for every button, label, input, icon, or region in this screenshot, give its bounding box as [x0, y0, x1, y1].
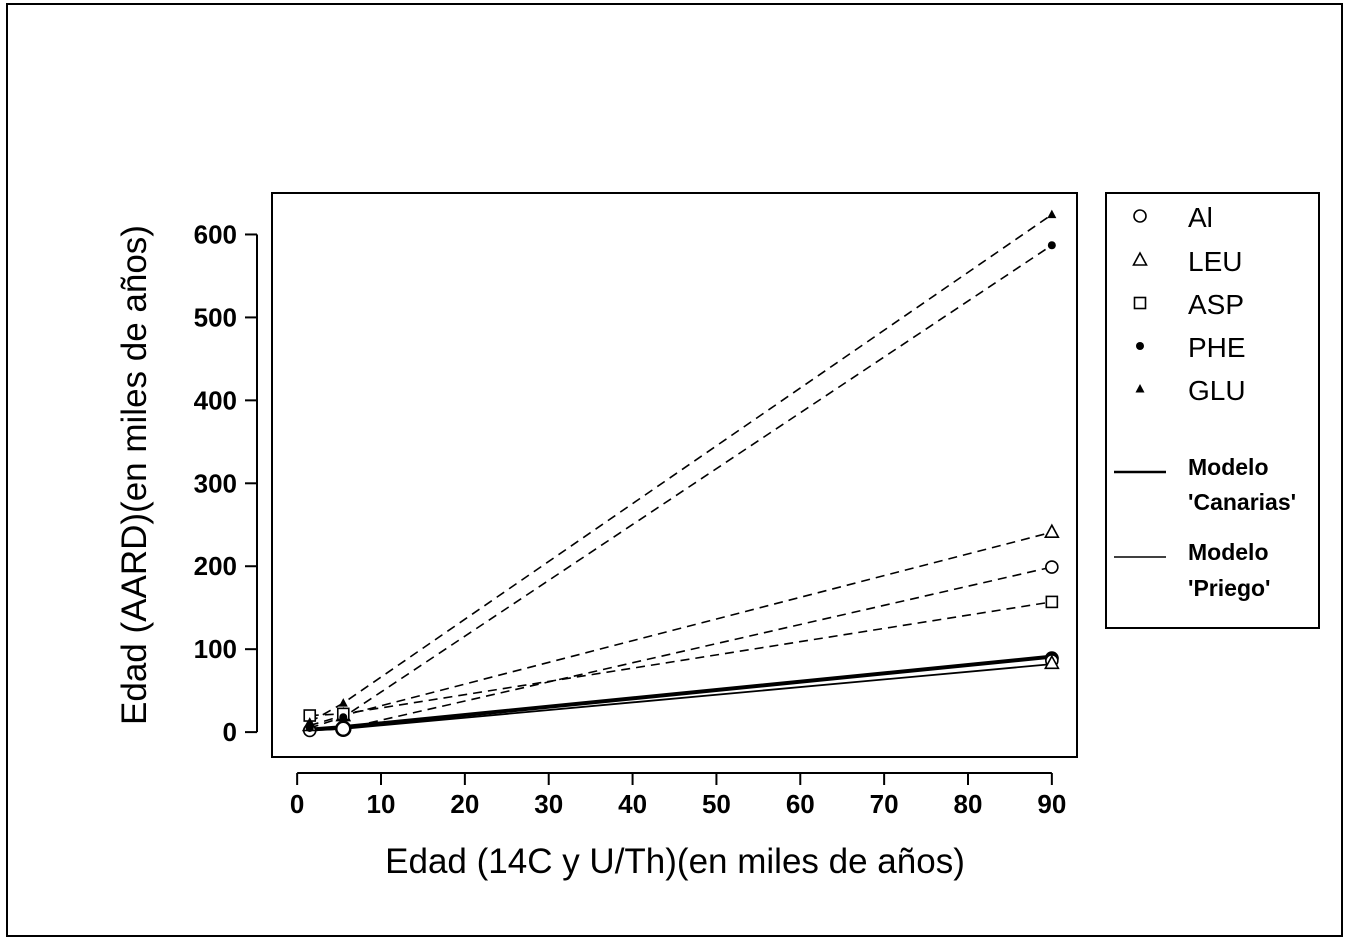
figure-frame: [6, 3, 1343, 937]
x-axis-title: Edad (14C y U/Th)(en miles de años): [385, 842, 965, 881]
series-line-glu: [309, 213, 1053, 723]
x-tick-label: 90: [1037, 789, 1066, 819]
y-tick-label: 500: [194, 302, 237, 332]
legend-label-asp: ASP: [1188, 289, 1244, 320]
x-tick-label: 40: [618, 789, 647, 819]
model-data-point: [1044, 654, 1060, 670]
legend-symbol-al: [1133, 209, 1147, 223]
series-line-phe: [309, 244, 1053, 729]
legend: Al LEU ASP PHE GLU Modelo 'Canarias' Modelo 'Pri…: [1105, 192, 1320, 629]
model-line-canarias: [309, 654, 1053, 732]
legend-label-leu: LEU: [1188, 246, 1242, 277]
legend-label-al: Al: [1188, 202, 1213, 233]
legend-label-glu: GLU: [1188, 375, 1246, 406]
data-point-glu: [1047, 209, 1057, 219]
data-point-phe: [305, 723, 314, 732]
legend-label-model: Modelo: [1188, 454, 1269, 480]
data-point-leu: [1044, 523, 1060, 539]
x-tick-label: 30: [534, 789, 563, 819]
legend-label-phe: PHE: [1188, 332, 1246, 363]
data-point-asp: [1045, 595, 1059, 609]
y-tick-label: 600: [194, 219, 237, 249]
y-tick-label: 100: [194, 634, 237, 664]
y-axis-title: Edad (AARD)(en miles de años): [115, 225, 154, 725]
data-point-al: [1045, 560, 1059, 574]
data-point-glu: [338, 698, 348, 707]
series-line-leu: [309, 531, 1053, 727]
legend-label-model-name: 'Priego': [1188, 575, 1271, 601]
x-tick-label: 0: [290, 789, 304, 819]
y-tick-label: 400: [194, 385, 237, 415]
x-tick-label: 20: [450, 789, 479, 819]
legend-symbol-asp: [1133, 296, 1147, 310]
model-data-point: [335, 720, 352, 738]
x-tick-label: 50: [702, 789, 731, 819]
legend-symbol-glu: [1135, 384, 1145, 393]
y-tick-label: 0: [223, 717, 237, 747]
legend-symbol-leu: [1132, 251, 1148, 266]
legend-symbol-phe: [1136, 342, 1144, 350]
legend-label-model-name: 'Canarias': [1188, 489, 1296, 515]
y-tick-label: 300: [194, 468, 237, 498]
legend-label-model: Modelo: [1188, 539, 1269, 565]
x-tick-label: 10: [367, 789, 396, 819]
x-tick-label: 60: [786, 789, 815, 819]
x-tick-label: 70: [870, 789, 899, 819]
series-line-al: [309, 566, 1053, 732]
data-point-phe: [339, 713, 348, 722]
data-point-phe: [1047, 241, 1056, 250]
data-point-glu: [305, 717, 315, 726]
x-tick-label: 80: [954, 789, 983, 819]
plot-area-border: [271, 192, 1078, 758]
y-tick-label: 200: [194, 551, 237, 581]
